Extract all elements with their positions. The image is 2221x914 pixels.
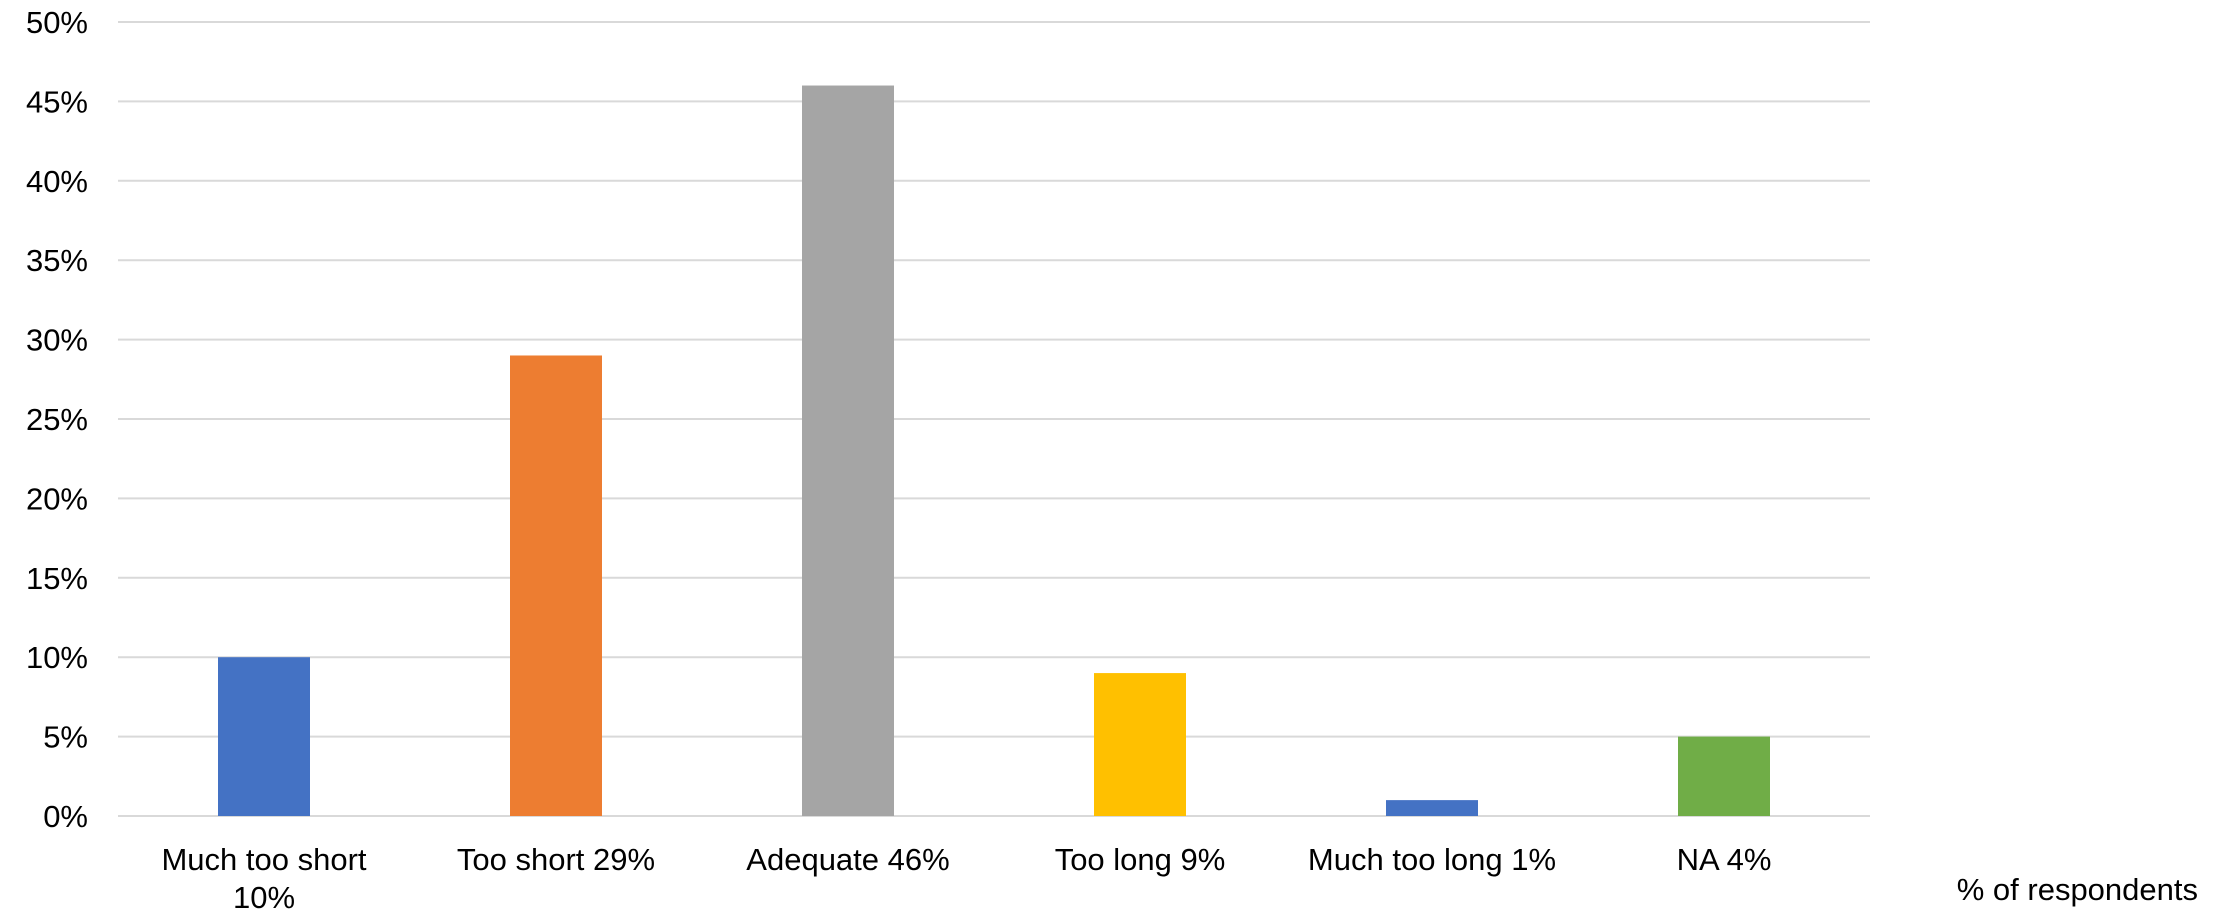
gridlines [118,21,1870,817]
y-tick-label: 10% [26,640,88,675]
bar [1094,673,1186,816]
y-tick-label: 20% [26,481,88,516]
y-tick-label: 5% [43,720,88,755]
y-tick-label: 40% [26,164,88,199]
x-category-label: Too long 9% [1055,842,1226,877]
y-tick-label: 15% [26,561,88,596]
bar [218,657,310,816]
y-tick-label: 50% [26,5,88,40]
x-category-label: Too short 29% [457,842,655,877]
x-axis-title: % of respondents [1957,872,2198,907]
x-category-label: NA 4% [1677,842,1772,877]
bar [1678,736,1770,816]
bars [218,85,1770,816]
x-category-label: Much too long 1% [1308,842,1556,877]
y-tick-label: 35% [26,243,88,278]
bar [510,355,602,816]
x-axis-category-labels: Much too short 10% Too short 29% Adequate 4… [161,842,1771,914]
x-category-label: Much too short 10% [161,842,366,914]
x-category-label: Adequate 46% [746,842,949,877]
y-tick-label: 45% [26,84,88,119]
bar [802,85,894,816]
y-tick-label: 0% [43,799,88,834]
bar [1386,800,1478,816]
y-tick-label: 30% [26,323,88,358]
y-axis-tick-labels: 0% 5% 10% 15% 20% 25% 30% 35% 40% 45% 50% [26,5,88,834]
y-tick-label: 25% [26,402,88,437]
